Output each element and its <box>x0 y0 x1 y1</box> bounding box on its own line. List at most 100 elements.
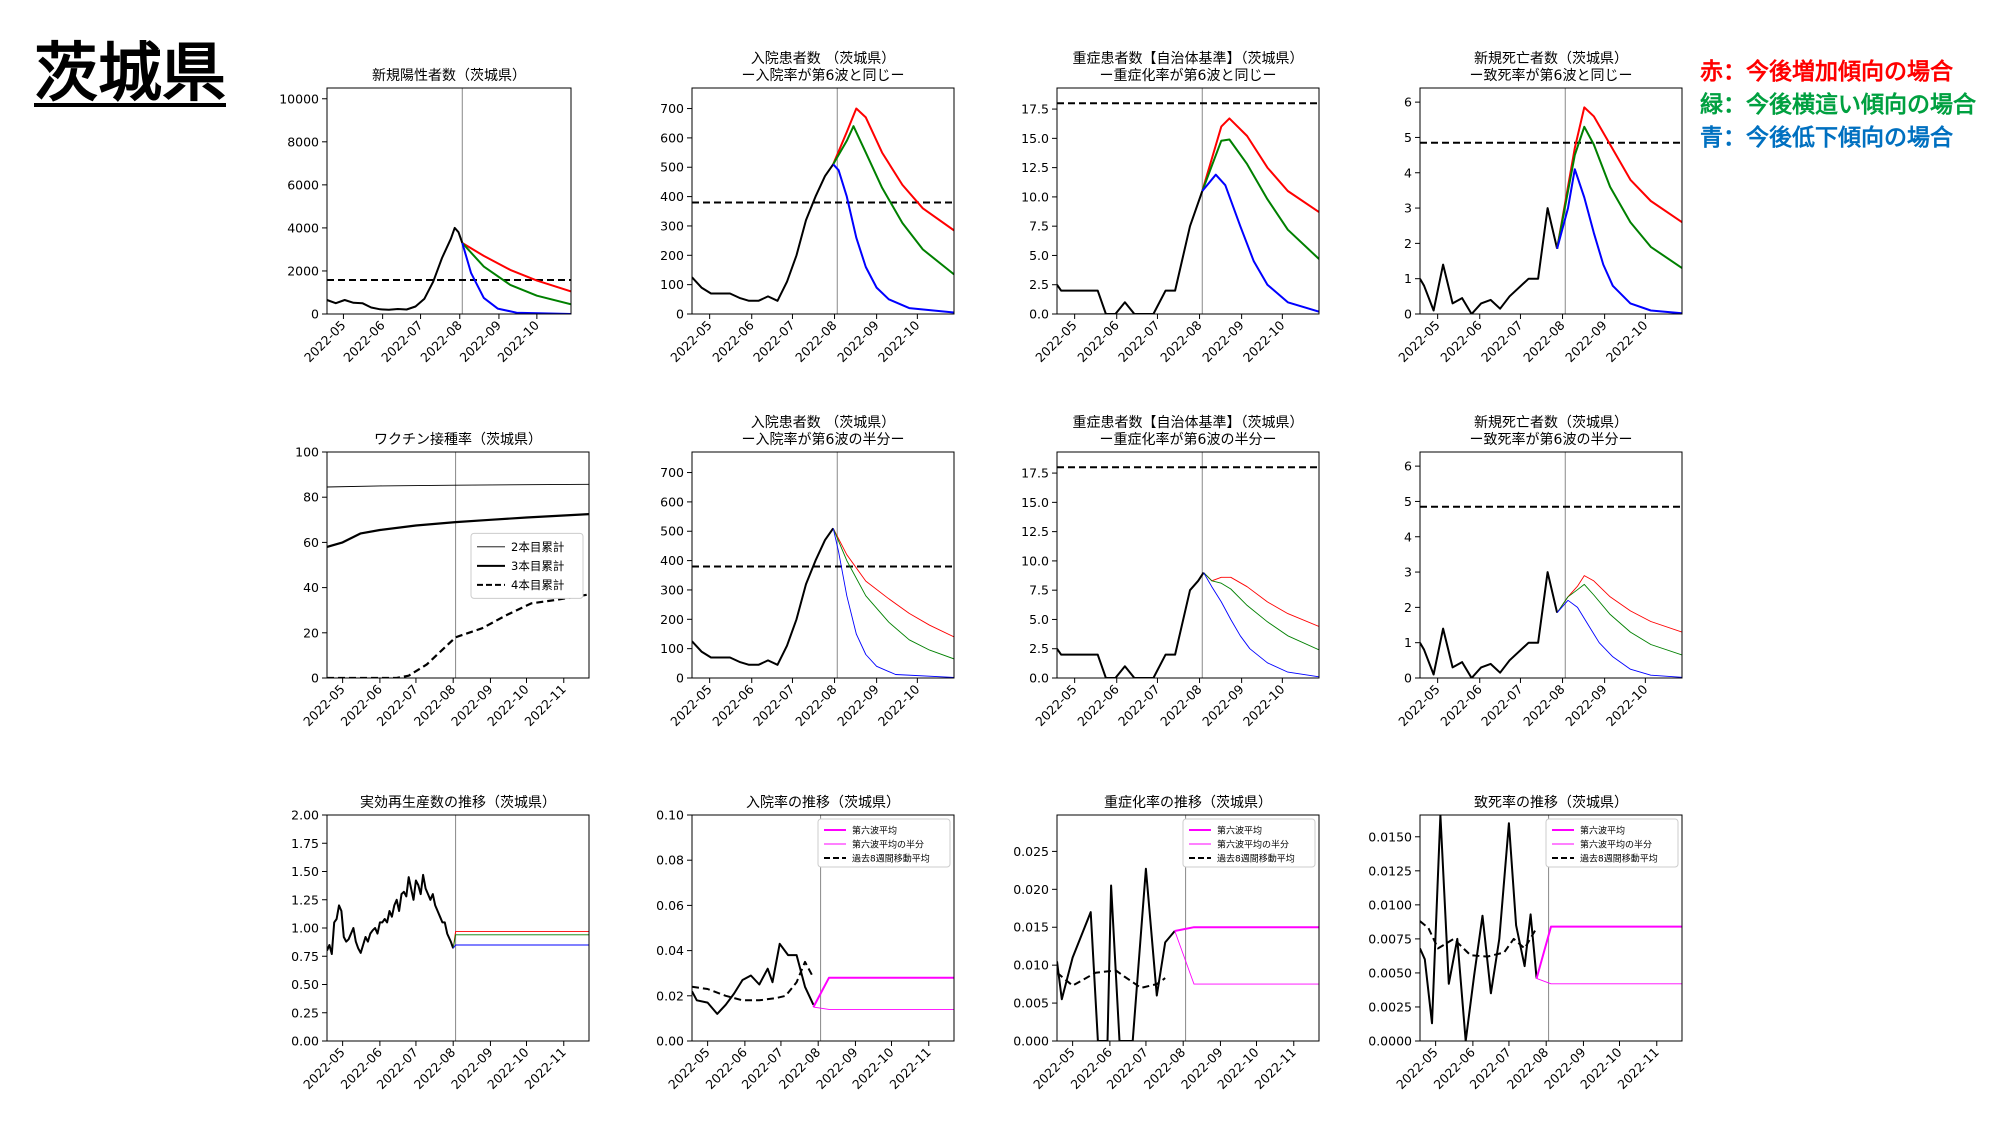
plot-frame <box>1056 451 1320 679</box>
y-tick-label: 300 <box>660 582 684 597</box>
y-tick-label: 0.04 <box>656 943 684 958</box>
chart-title: ー入院率が第6波の半分ー <box>742 431 905 448</box>
series-line <box>1420 571 1559 678</box>
legend-label: 第六波平均の半分 <box>1580 838 1652 850</box>
series-line <box>692 960 815 1002</box>
series-line <box>1057 572 1205 678</box>
series-line <box>461 242 571 306</box>
y-tick-label: 8000 <box>287 134 319 149</box>
chart-title: 新規死亡者数（茨城県） <box>1474 51 1628 67</box>
y-tick-label: 0.25 <box>291 1005 319 1020</box>
chart-c2: 入院患者数 （茨城県）ー入院率が第6波と同じー 0 100 200 300 400 500 6… <box>660 51 955 365</box>
y-tick-label: 0.015 <box>1013 920 1049 935</box>
y-tick-label: 0 <box>676 307 684 322</box>
chart-c3: 重症患者数【自治体基準】（茨城県）ー重症化率が第6波と同じー 0.0 2.5 5.0 7… <box>1021 50 1320 366</box>
plot-frame <box>691 87 955 315</box>
series-line <box>452 930 589 949</box>
y-tick-label: 1 <box>1404 635 1412 650</box>
x-tick-label: 2022-07 <box>1478 682 1526 730</box>
y-tick-label: 5.0 <box>1029 612 1049 627</box>
x-tick-label: 2022-08 <box>1157 681 1205 729</box>
y-tick-label: 0 <box>1404 671 1412 686</box>
legend-box <box>817 818 951 868</box>
legend-label: 4本目累計 <box>511 578 564 592</box>
x-tick-label: 2022-05 <box>1395 682 1443 730</box>
chart-title: 重症化率の推移（茨城県） <box>1104 794 1272 811</box>
y-tick-label: 1.50 <box>291 864 319 879</box>
y-tick-label: 100 <box>660 277 684 292</box>
x-tick-label: 2022-10 <box>1603 681 1651 729</box>
y-tick-label: 0.005 <box>1013 996 1049 1011</box>
y-tick-label: 10.0 <box>1021 189 1049 204</box>
scenario-legend: 赤：今後増加傾向の場合 緑：今後横這い傾向の場合 青：今後低下傾向の場合 <box>1700 56 1976 155</box>
chart-title: 入院患者数 （茨城県） <box>751 415 895 431</box>
y-tick-label: 0.0 <box>1029 671 1049 686</box>
y-tick-label: 3 <box>1404 201 1412 216</box>
y-tick-label: 15.0 <box>1021 131 1049 146</box>
y-tick-label: 20 <box>303 625 319 640</box>
legend-label: 第六波平均の半分 <box>1217 838 1289 850</box>
series-line <box>832 528 954 638</box>
y-tick-label: 17.5 <box>1021 466 1049 481</box>
y-tick-label: 0.02 <box>656 988 684 1003</box>
y-tick-label: 1.25 <box>291 892 319 907</box>
x-tick-label: 2022-08 <box>1157 317 1205 365</box>
x-tick-label: 2022-07 <box>750 682 798 730</box>
chart-title: ー致死率が第6波の半分ー <box>1470 431 1633 448</box>
y-tick-label: 0.0125 <box>1368 863 1412 878</box>
y-tick-label: 12.5 <box>1021 160 1049 175</box>
y-tick-label: 0.0000 <box>1368 1034 1412 1049</box>
plot-frame <box>1419 87 1683 315</box>
series-line <box>327 226 464 311</box>
plot-frame <box>326 87 572 315</box>
x-tick-label: 2022-10 <box>875 681 923 729</box>
chart-c10: 入院率の推移（茨城県） 0.00 0.02 0.04 0.06 0.08 0.10 2022-… <box>656 794 955 1093</box>
y-tick-label: 7.5 <box>1029 219 1049 234</box>
y-tick-label: 500 <box>660 524 684 539</box>
series-line <box>461 242 571 293</box>
series-line <box>1535 925 1682 979</box>
series-line <box>1556 575 1682 633</box>
series-line <box>1420 920 1538 958</box>
x-tick-label: 2022-11 <box>1251 1045 1299 1093</box>
series-line <box>1057 867 1176 1041</box>
x-tick-label: 2022-11 <box>1614 1045 1662 1093</box>
y-tick-label: 200 <box>660 248 684 263</box>
page-title: 茨城県 <box>34 37 226 111</box>
series-line <box>1057 969 1166 989</box>
x-tick-label: 2022-11 <box>521 682 569 730</box>
chart-title: ー入院率が第6波と同じー <box>742 67 905 84</box>
series-line <box>692 163 835 302</box>
x-tick-label: 2022-07 <box>1115 318 1163 366</box>
y-tick-label: 1.75 <box>291 836 319 851</box>
y-tick-label: 0 <box>1404 307 1412 322</box>
y-tick-label: 0.75 <box>291 949 319 964</box>
y-tick-label: 2.00 <box>291 808 319 823</box>
y-tick-label: 700 <box>660 101 684 116</box>
y-tick-label: 6 <box>1404 459 1412 474</box>
y-tick-label: 6 <box>1404 95 1412 110</box>
y-tick-label: 0 <box>676 671 684 686</box>
series-line <box>452 934 589 949</box>
series-line <box>1536 977 1682 985</box>
chart-title: 重症患者数【自治体基準】（茨城県） <box>1073 414 1304 431</box>
y-tick-label: 2 <box>1404 236 1412 251</box>
x-tick-label: 2022-10 <box>1603 317 1651 365</box>
series-line <box>1201 173 1319 313</box>
series-line <box>327 513 589 548</box>
y-tick-label: 15.0 <box>1021 495 1049 510</box>
series-line <box>1203 572 1319 651</box>
y-tick-label: 0.06 <box>656 898 684 913</box>
x-tick-label: 2022-11 <box>886 1045 934 1093</box>
y-tick-label: 100 <box>660 641 684 656</box>
plot-frame <box>326 814 590 1042</box>
series-line <box>1556 106 1682 249</box>
series-line <box>1203 572 1319 627</box>
y-tick-label: 10000 <box>279 91 319 106</box>
series-line <box>452 944 589 949</box>
legend-label: 第六波平均の半分 <box>852 838 924 850</box>
y-tick-label: 300 <box>660 218 684 233</box>
y-tick-label: 0.0075 <box>1368 931 1412 946</box>
x-tick-label: 2022-05 <box>301 318 349 366</box>
